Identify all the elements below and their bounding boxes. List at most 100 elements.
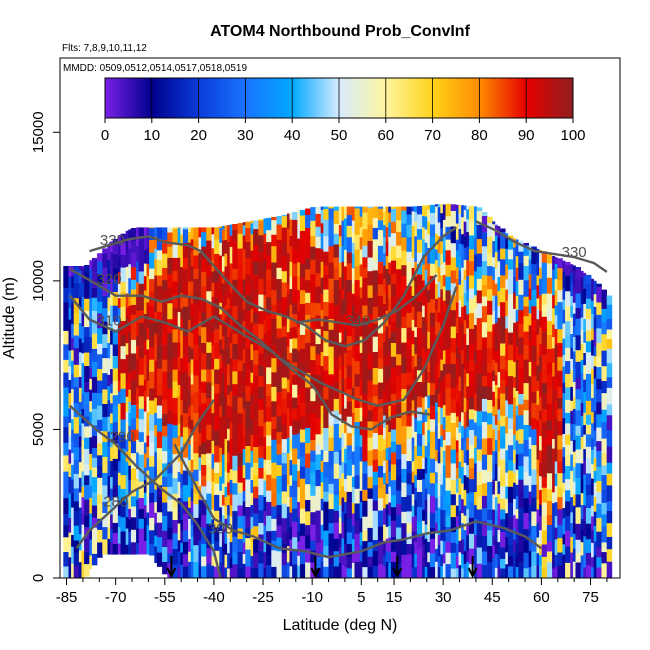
- heat-cell: [130, 289, 137, 305]
- heat-cell: [224, 455, 228, 472]
- heat-cell: [411, 355, 415, 369]
- heat-cell: [227, 281, 230, 299]
- heat-cell: [206, 523, 212, 537]
- heat-cell: [310, 220, 316, 237]
- heat-cell: [388, 447, 392, 460]
- heat-cell: [154, 227, 158, 237]
- heat-cell: [299, 320, 306, 335]
- heat-cell: [242, 448, 246, 466]
- heat-cell: [523, 528, 529, 541]
- heat-cell: [281, 255, 288, 272]
- heat-cell: [344, 279, 347, 291]
- heat-cell: [445, 290, 451, 305]
- heat-cell: [546, 320, 553, 335]
- heat-cell: [286, 546, 290, 563]
- heat-cell: [383, 365, 386, 376]
- y-tick-label: 0: [30, 574, 47, 582]
- heat-cell: [565, 261, 571, 266]
- heat-cell: [338, 449, 342, 466]
- heat-cell: [583, 474, 587, 491]
- heat-cell: [476, 471, 483, 485]
- heat-cell: [354, 335, 360, 346]
- heat-cell: [461, 412, 464, 426]
- heat-cell: [450, 387, 457, 400]
- heat-cell: [201, 428, 207, 443]
- heat-cell: [146, 411, 150, 422]
- heat-cell: [440, 298, 444, 315]
- heat-cell: [396, 206, 402, 221]
- heat-cell: [487, 530, 493, 546]
- heat-cell: [258, 436, 264, 447]
- heat-cell: [333, 345, 340, 359]
- heat-cell: [461, 363, 464, 375]
- heat-cell: [63, 442, 69, 456]
- heat-cell: [167, 423, 173, 437]
- heat-cell: [422, 494, 425, 510]
- heat-cell: [572, 286, 576, 303]
- heat-cell: [71, 275, 74, 289]
- heat-cell: [372, 550, 379, 566]
- heat-cell: [117, 500, 121, 516]
- heat-cell: [188, 345, 191, 363]
- heat-cell: [518, 534, 524, 552]
- heat-cell: [442, 204, 446, 220]
- heat-cell: [546, 362, 553, 374]
- heat-cell: [180, 399, 184, 416]
- heat-cell: [263, 345, 267, 361]
- heat-cell: [536, 365, 540, 381]
- heat-cell: [310, 388, 316, 402]
- heat-cell: [263, 470, 267, 481]
- heat-cell: [492, 295, 496, 312]
- heat-cell: [68, 476, 72, 494]
- heat-cell: [570, 512, 574, 524]
- heat-cell: [227, 452, 230, 463]
- heat-cell: [143, 453, 147, 468]
- heat-cell: [229, 342, 233, 359]
- heat-cell: [388, 525, 392, 538]
- heat-cell: [396, 375, 402, 392]
- heat-cell: [89, 260, 93, 270]
- heat-cell: [401, 275, 407, 292]
- heat-cell: [172, 369, 178, 382]
- heat-cell: [245, 506, 251, 519]
- heat-cell: [81, 313, 85, 327]
- heat-cell: [429, 448, 436, 459]
- heat-cell: [281, 424, 288, 440]
- heat-cell: [562, 433, 566, 448]
- heat-cell: [354, 533, 360, 548]
- heat-cell: [172, 307, 178, 318]
- heat-cell: [562, 299, 566, 310]
- heat-cell: [390, 321, 397, 332]
- heat-cell: [84, 552, 90, 565]
- plot-frame: [59, 57, 621, 579]
- heat-cell: [411, 461, 415, 472]
- heat-cell: [227, 417, 230, 429]
- heat-cell: [575, 435, 581, 450]
- heat-cell: [414, 275, 418, 287]
- heat-cell: [437, 281, 441, 298]
- heat-cell: [143, 329, 147, 341]
- heat-cell: [463, 247, 467, 260]
- heat-cell: [310, 511, 316, 525]
- heat-cell: [341, 521, 345, 539]
- heat-cell: [172, 228, 178, 245]
- heat-cell: [354, 561, 360, 578]
- chart-title: ATOM4 Northbound Prob_ConvInf: [210, 23, 471, 40]
- heat-cell: [523, 382, 529, 400]
- heat-cell: [206, 547, 212, 565]
- x-tick-label: 5: [357, 589, 365, 606]
- heat-cell: [346, 252, 353, 264]
- heat-cell: [193, 452, 199, 470]
- heat-cell: [271, 530, 277, 541]
- heat-cell: [136, 282, 139, 295]
- heat-cell: [359, 435, 363, 447]
- heat-cell: [591, 300, 594, 314]
- heat-cell: [557, 565, 563, 578]
- heat-cell: [188, 389, 191, 407]
- heat-cell: [214, 445, 220, 463]
- flight-arrows: [166, 556, 478, 579]
- heat-cell: [427, 221, 431, 235]
- heat-cell: [162, 267, 168, 281]
- heat-cell: [367, 327, 373, 340]
- heat-cell: [500, 519, 506, 532]
